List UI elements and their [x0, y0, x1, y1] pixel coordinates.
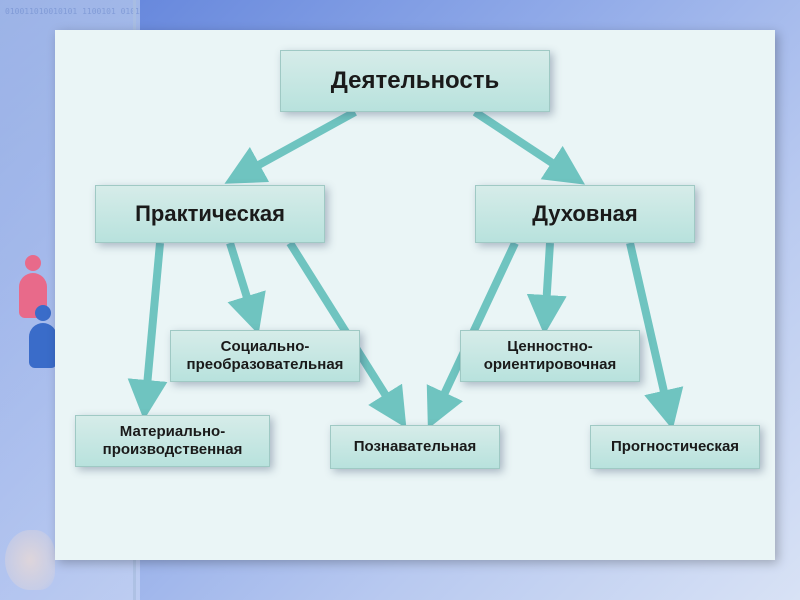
node-root: Деятельность — [280, 50, 550, 112]
node-value-label: Ценностно- ориентировочная — [484, 338, 617, 374]
node-spiritual-label: Духовная — [532, 201, 637, 227]
node-prognostic-label: Прогностическая — [611, 438, 739, 456]
node-practical-label: Практическая — [135, 201, 285, 227]
hand-decoration — [5, 530, 55, 590]
node-practical: Практическая — [95, 185, 325, 243]
binary-text-decoration: 010011010010101 1100101 0101 — [5, 8, 140, 17]
node-cognitive: Познавательная — [330, 425, 500, 469]
node-social-label: Социально- преобразовательная — [187, 338, 344, 374]
node-material-label: Материально- производственная — [103, 423, 243, 459]
diagram-panel: Деятельность Практическая Духовная Социа… — [55, 30, 775, 560]
node-cognitive-label: Познавательная — [354, 438, 477, 456]
node-root-label: Деятельность — [331, 67, 500, 95]
node-social: Социально- преобразовательная — [170, 330, 360, 382]
node-prognostic: Прогностическая — [590, 425, 760, 469]
node-spiritual: Духовная — [475, 185, 695, 243]
node-material: Материально- производственная — [75, 415, 270, 467]
node-value: Ценностно- ориентировочная — [460, 330, 640, 382]
